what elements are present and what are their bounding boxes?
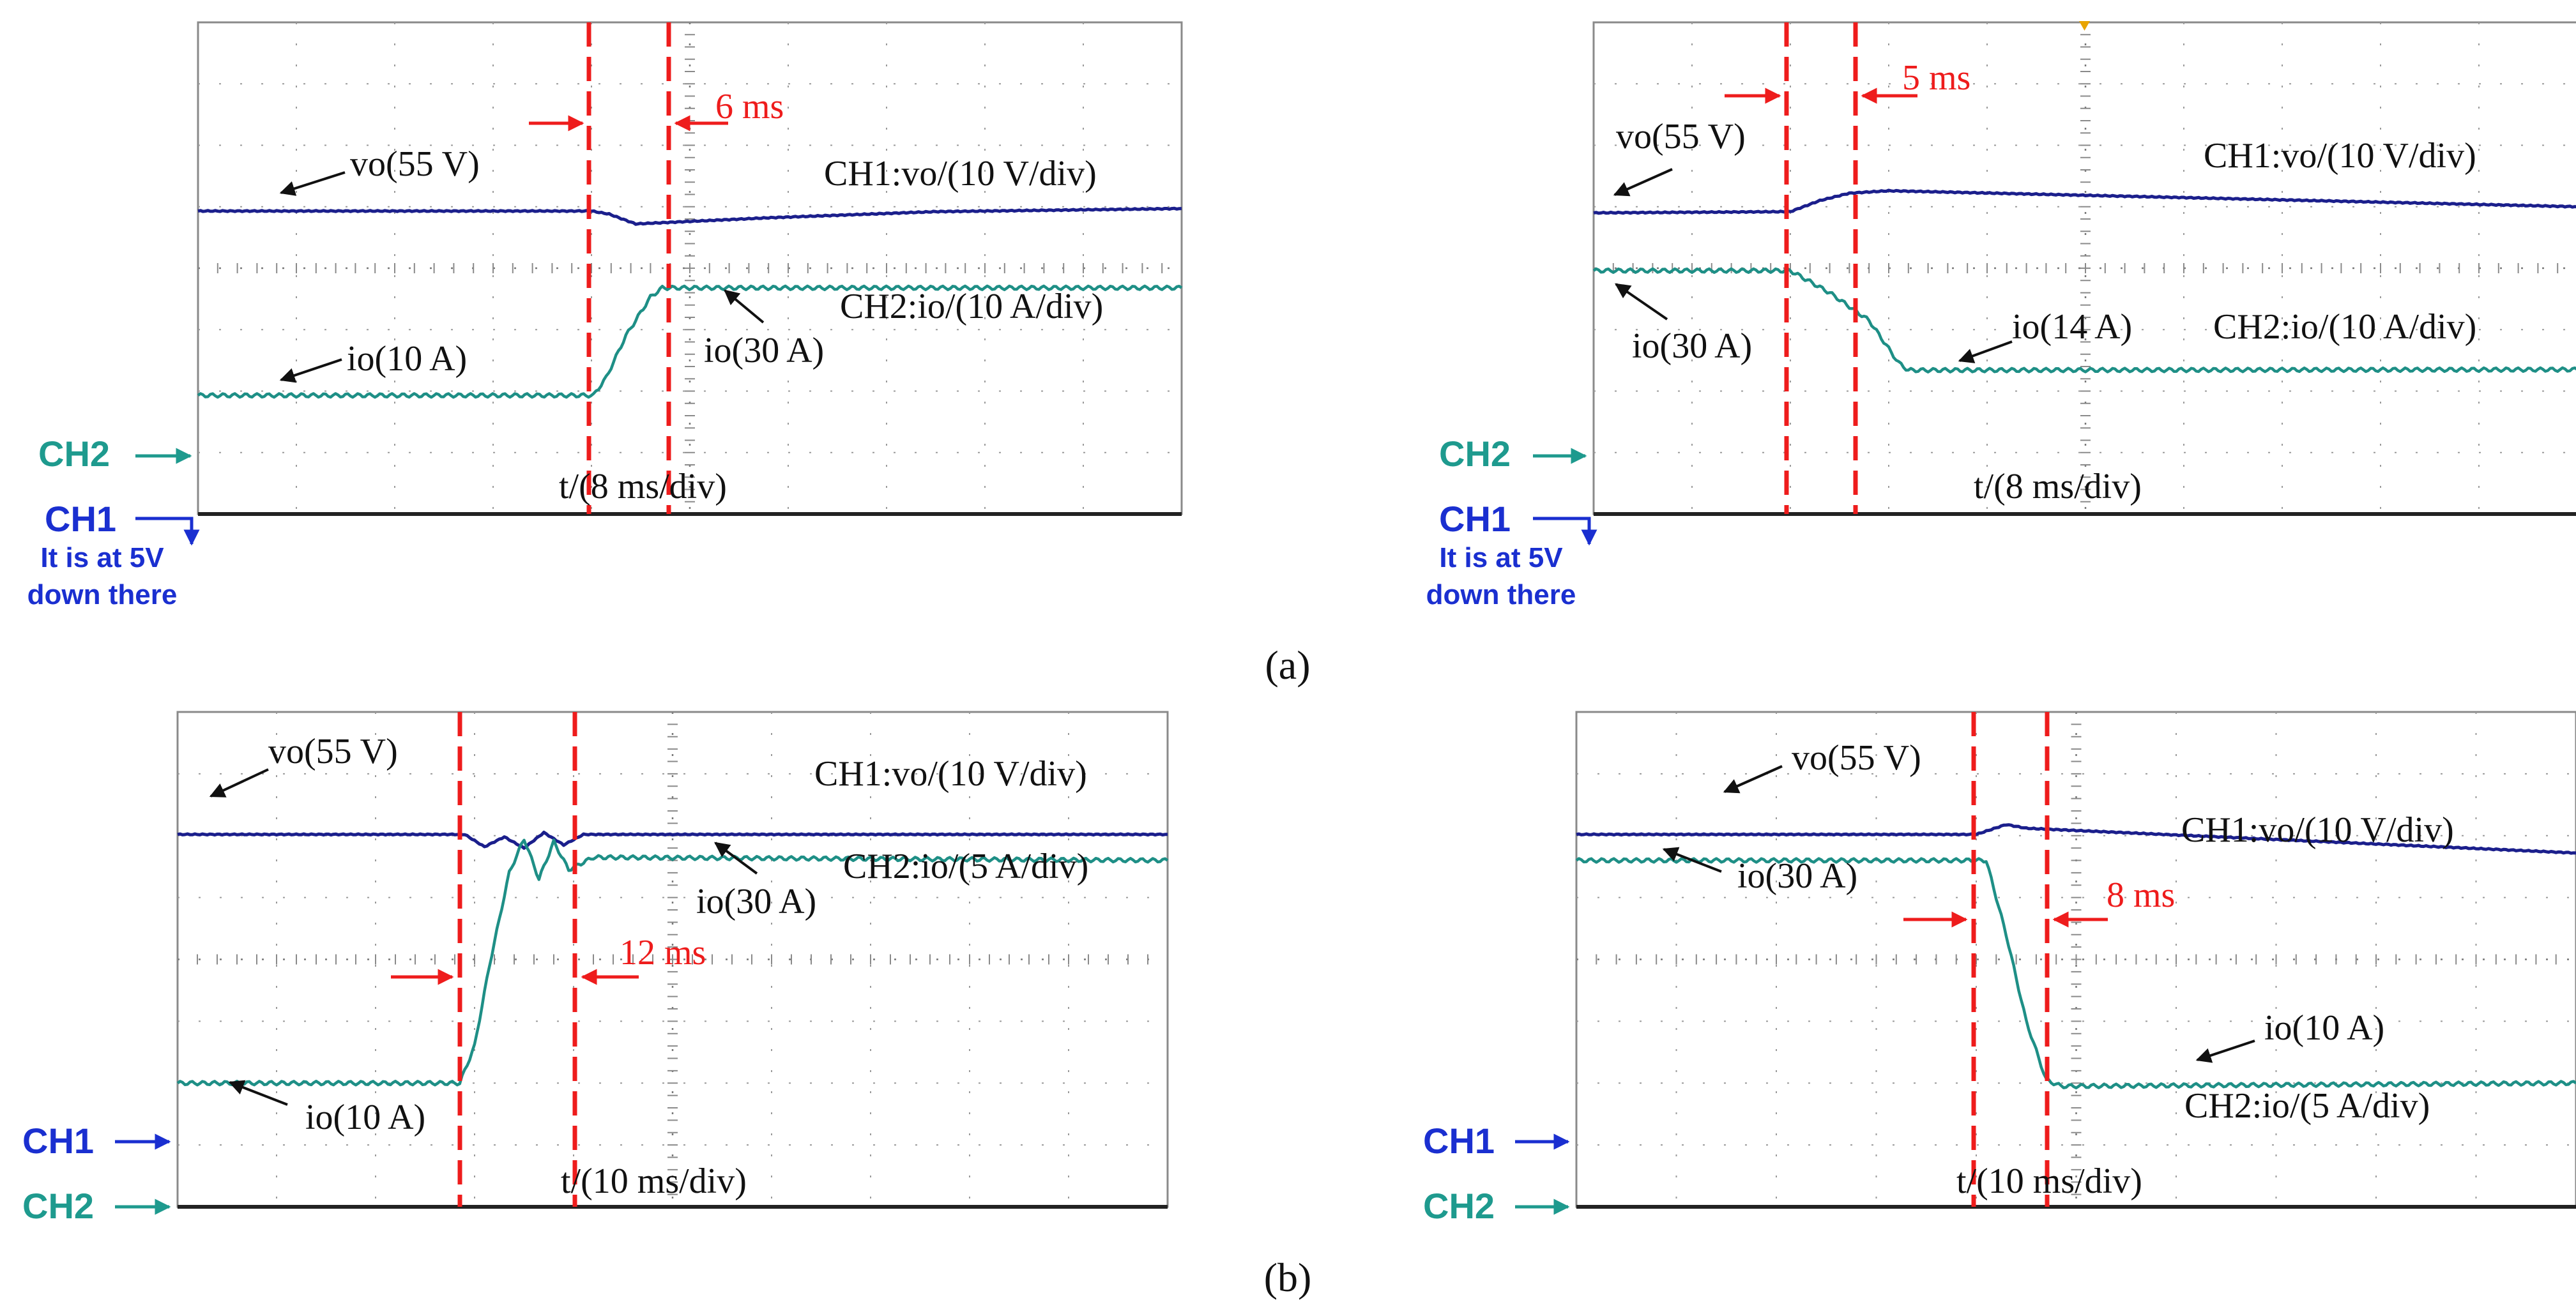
ch1-marker-label: CH1: [45, 499, 116, 539]
ch1-marker-label: CH1: [1439, 499, 1511, 539]
ch1-marker-label: CH1: [1423, 1121, 1495, 1161]
trigger-marker: [2079, 21, 2090, 31]
io-start-label-arrow: [1615, 283, 1668, 321]
ch1-vo-trace: [1576, 823, 2576, 855]
io-start-label-arrow: [279, 358, 342, 383]
ch2-io-trace: [176, 838, 1169, 1087]
ch2-trace-group: [197, 284, 1183, 399]
io-end-label-arrow: [724, 289, 765, 324]
ch2-scale-label: CH2:io/(5 A/div): [2184, 1086, 2430, 1126]
vo-label-arrow: [209, 768, 269, 798]
ch1-note-line1: It is at 5V: [1439, 542, 1563, 573]
ch2-io-trace: [1575, 857, 2576, 1090]
io-end-label: io(30 A): [696, 882, 816, 921]
ch1-scale-label: CH1:vo/(10 V/div): [2181, 810, 2454, 850]
time-scale-label: t/(10 ms/div): [561, 1161, 747, 1201]
ch1-trace-group: [1576, 823, 2576, 855]
ch2-io-trace: [197, 284, 1183, 399]
ch1-marker-arrow: [1533, 517, 1597, 546]
panel-a-left: 6 ms vo(55 V) CH1:vo/(10 V/div) io(10 A)…: [27, 21, 1183, 610]
interval-label: 5 ms: [1902, 58, 1970, 98]
ch1-marker-arrow: [135, 517, 200, 546]
plot-area: [1575, 711, 2576, 1209]
ch2-scale-label: CH2:io/(5 A/div): [843, 847, 1088, 886]
time-scale-label: t/(10 ms/div): [1956, 1161, 2142, 1201]
panel-a-right: 5 ms vo(55 V) CH1:vo/(10 V/div) io(30 A)…: [1426, 21, 2576, 610]
ch1-note-line2: down there: [27, 579, 178, 610]
ch1-scale-label: CH1:vo/(10 V/div): [824, 154, 1097, 193]
io-start-label: io(30 A): [1632, 326, 1752, 366]
io-end-label: io(14 A): [2012, 307, 2132, 347]
ch1-note-line1: It is at 5V: [40, 542, 164, 573]
panel-b-left: 12 ms vo(55 V) CH1:vo/(10 V/div) io(10 A…: [22, 711, 1169, 1226]
plot-area: [176, 711, 1169, 1209]
vo-label-arrow: [279, 171, 346, 196]
io-start-label-arrow: [1662, 847, 1722, 873]
plot-area: [1592, 21, 2576, 516]
ch1-trace-group: [177, 830, 1168, 850]
ch1-trace-group: [197, 206, 1182, 226]
io-end-label-arrow: [1958, 340, 2013, 363]
ch2-marker-label: CH2: [1423, 1186, 1495, 1226]
ch1-scale-label: CH1:vo/(10 V/div): [814, 754, 1087, 794]
ch2-trace-group: [1575, 857, 2576, 1090]
time-scale-label: t/(8 ms/div): [559, 467, 727, 506]
vo-label: vo(55 V): [1792, 738, 1921, 778]
interval-label: 12 ms: [620, 933, 706, 972]
ch1-note-line2: down there: [1426, 579, 1576, 610]
io-start-label: io(30 A): [1737, 856, 1857, 896]
io-start-label: io(10 A): [347, 339, 467, 379]
io-end-label-arrow: [2195, 1040, 2255, 1063]
ch2-marker-label: CH2: [1439, 434, 1511, 474]
ch1-trace-group: [1593, 188, 2576, 215]
vo-label: vo(55 V): [268, 732, 398, 771]
interval-label: 8 ms: [2107, 875, 2175, 915]
ch1-vo-trace: [197, 206, 1182, 226]
ch2-trace-group: [176, 838, 1169, 1087]
vo-label: vo(55 V): [350, 144, 480, 184]
io-end-label-arrow: [714, 842, 758, 875]
ch2-scale-label: CH2:io/(10 A/div): [2213, 307, 2476, 347]
io-start-label: io(10 A): [305, 1098, 425, 1137]
interval-label: 6 ms: [715, 87, 784, 126]
caption-b: (b): [1264, 1255, 1312, 1300]
io-end-label: io(30 A): [704, 331, 824, 370]
caption-a: (a): [1265, 642, 1310, 688]
ch1-marker-label: CH1: [22, 1121, 94, 1161]
ch1-vo-trace: [1593, 188, 2576, 215]
ch2-marker-label: CH2: [38, 434, 110, 474]
vo-label-arrow: [1723, 765, 1783, 794]
ch2-scale-label: CH2:io/(10 A/div): [840, 287, 1103, 326]
ch2-trace-group: [1592, 267, 2576, 374]
ch1-scale-label: CH1:vo/(10 V/div): [2204, 136, 2476, 176]
vo-label: vo(55 V): [1616, 117, 1746, 156]
ch2-io-trace: [1592, 267, 2576, 374]
ch1-vo-trace: [177, 830, 1168, 850]
time-scale-label: t/(8 ms/div): [1974, 467, 2142, 506]
ch2-marker-label: CH2: [22, 1186, 94, 1226]
panel-b-right: 8 ms vo(55 V) CH1:vo/(10 V/div) io(30 A)…: [1423, 711, 2576, 1226]
io-end-label: io(10 A): [2264, 1008, 2384, 1048]
io-start-label-arrow: [228, 1080, 288, 1106]
plot-area: [197, 21, 1183, 516]
vo-label-arrow: [1613, 168, 1673, 197]
